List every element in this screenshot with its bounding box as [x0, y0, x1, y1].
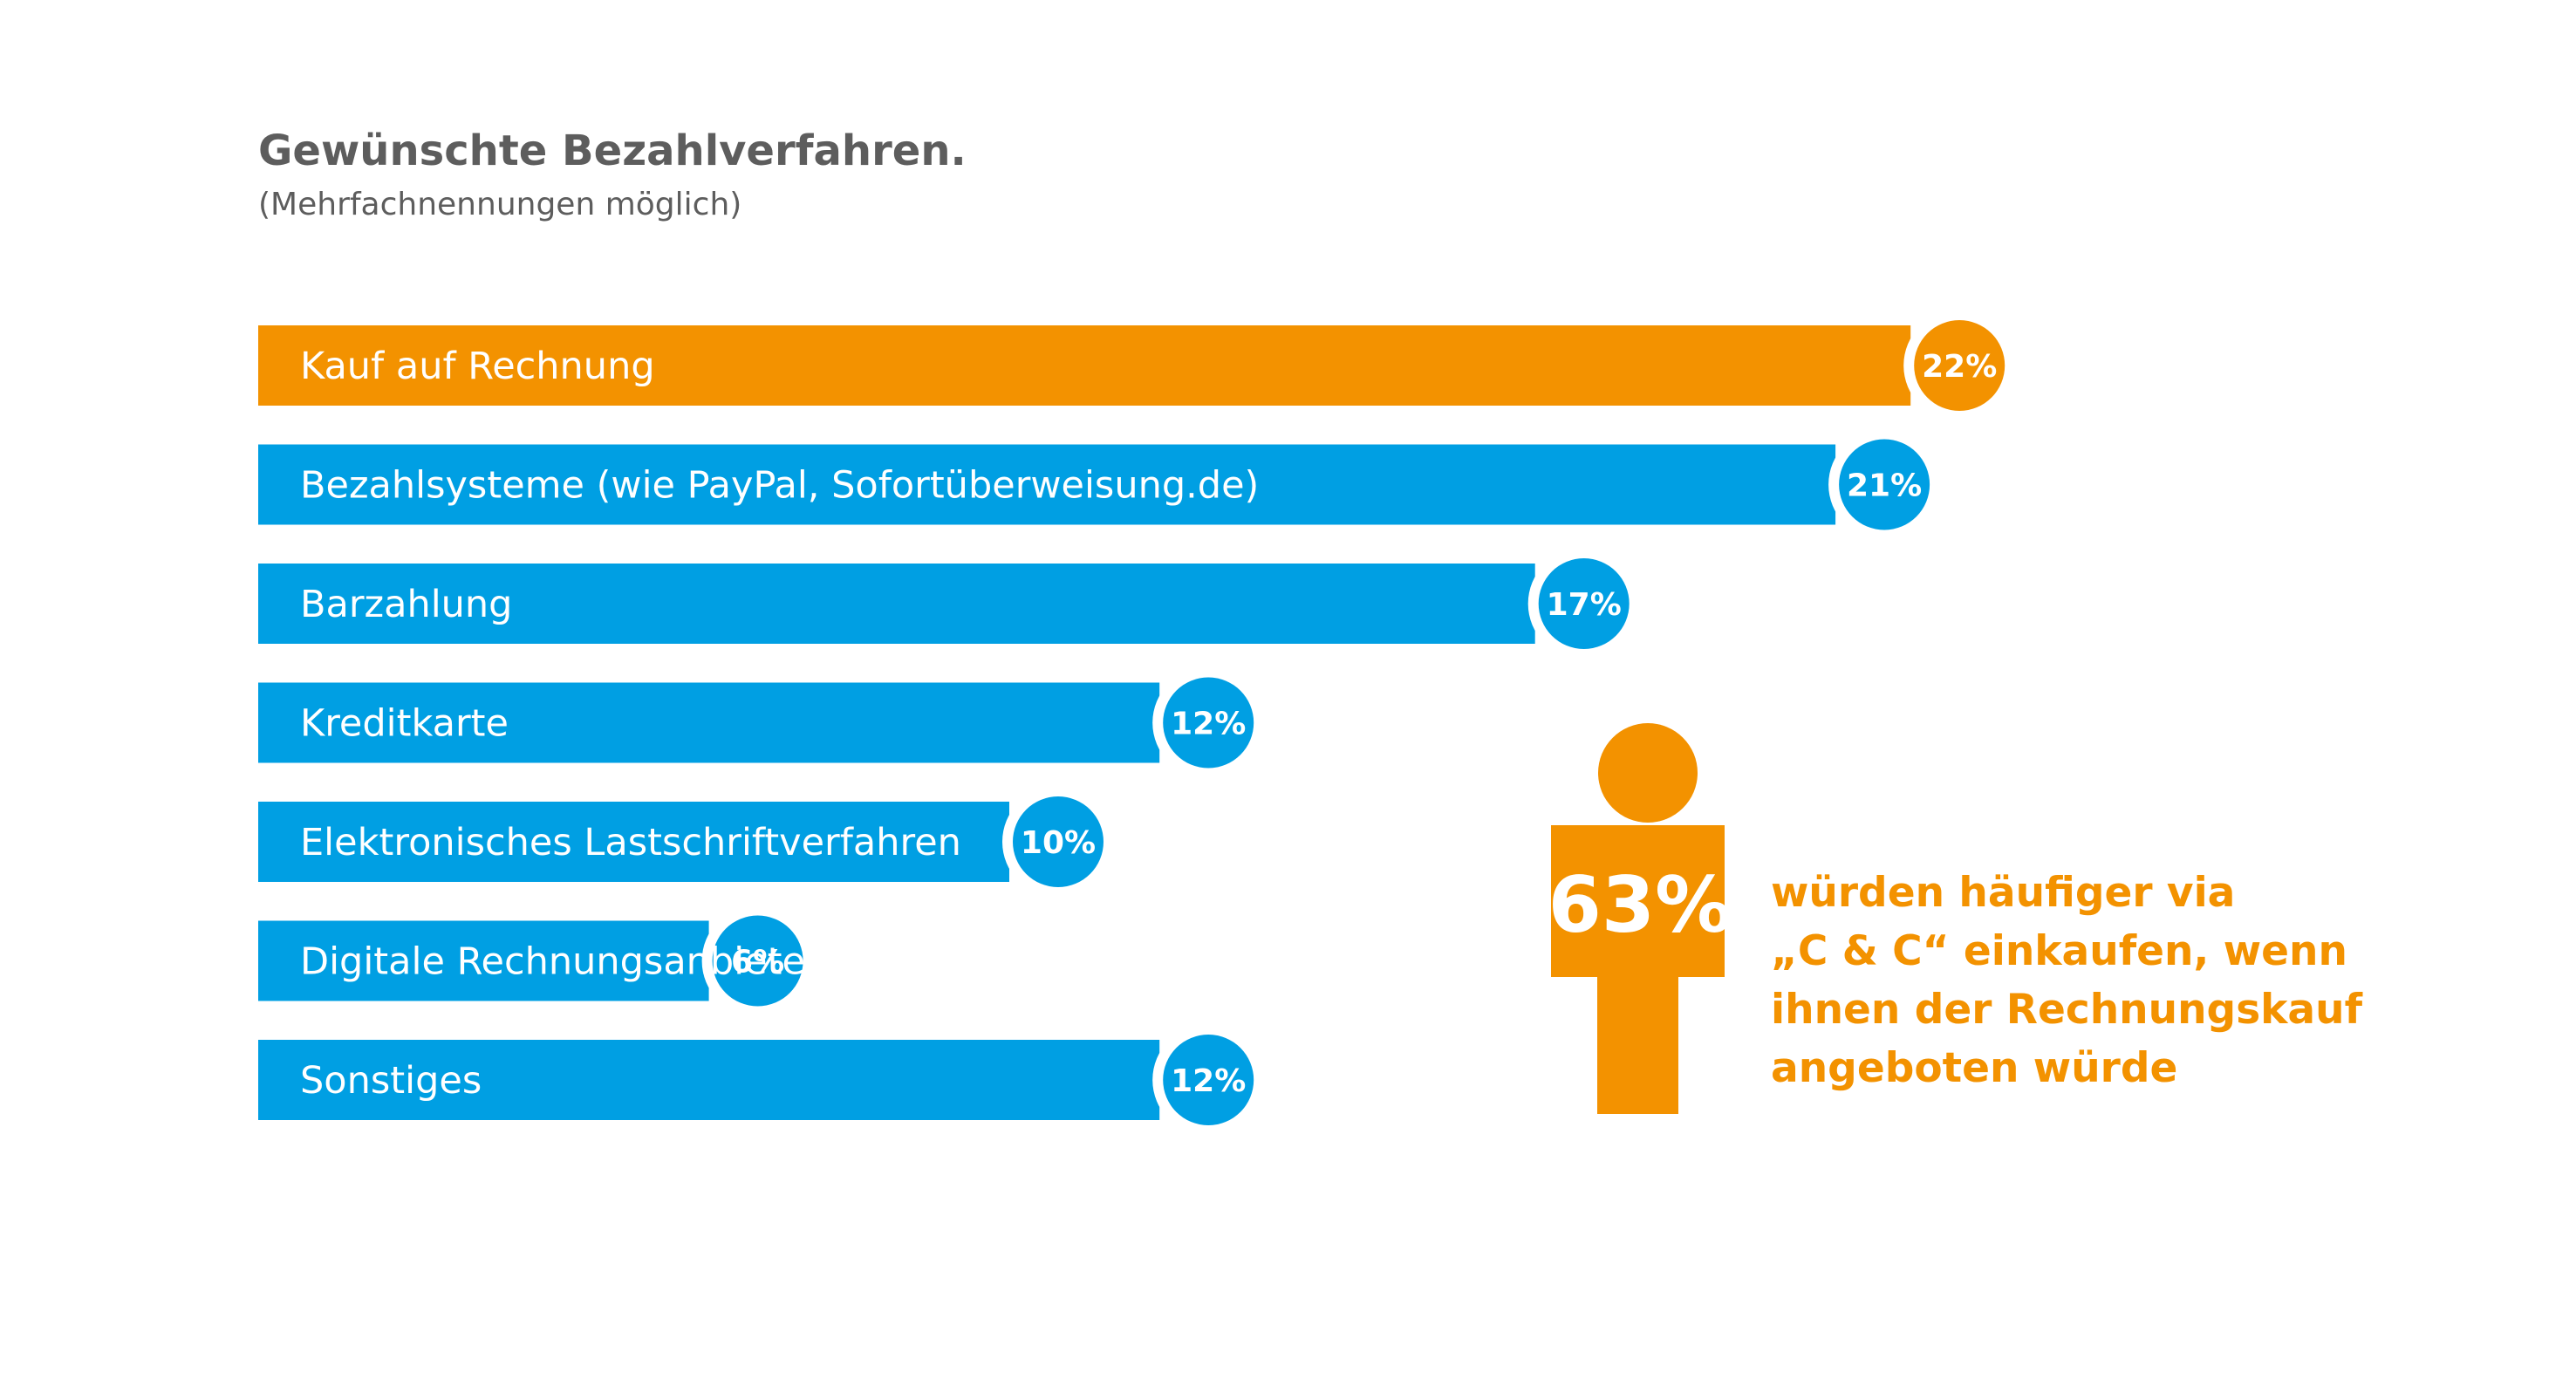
callout-line: angeboten würde — [1771, 1044, 2178, 1092]
bar — [258, 920, 709, 1001]
value-badge — [1914, 320, 2005, 411]
value-label: 12% — [1171, 1063, 1246, 1099]
bar — [258, 1040, 1160, 1120]
person-head — [1598, 723, 1698, 823]
bar-group: Kauf auf Rechnung 22% Bezahlsysteme (wie P… — [258, 310, 2016, 1136]
callout-line: „C & C“ einkaufen, wenn — [1771, 927, 2347, 975]
value-label: 6% — [731, 945, 784, 980]
callout-line: ihnen der Rechnungskauf — [1771, 986, 2363, 1034]
value-label: 12% — [1171, 707, 1246, 742]
bar-label: Bezahlsysteme (wie PayPal, Sofortüberwei… — [300, 464, 1259, 508]
value-label: 21% — [1847, 468, 1922, 504]
chart-title: Gewünschte Bezahlverfahren. — [258, 126, 967, 175]
callout-percent: 63% — [1548, 860, 1732, 950]
value-label: 10% — [1021, 825, 1096, 861]
callout-line: würden häufiger via — [1771, 869, 2236, 917]
value-badge — [1839, 439, 1930, 530]
callout-text: würden häufiger via „C & C“ einkaufen, w… — [1771, 864, 2381, 1097]
bar-label: Kauf auf Rechnung — [300, 345, 655, 388]
bar — [258, 802, 1009, 882]
value-badge — [712, 915, 803, 1007]
person-legs — [1597, 976, 1678, 1114]
bar — [258, 444, 1836, 525]
chart-subtitle: (Mehrfachnennungen möglich) — [258, 187, 742, 222]
value-badge — [1013, 796, 1104, 887]
value-badge — [1163, 1035, 1254, 1125]
bar-label: Sonstiges — [300, 1059, 482, 1103]
bar — [258, 325, 1911, 406]
bar-label: Barzahlung — [300, 583, 512, 626]
person-icon: 63% — [1548, 723, 1732, 1114]
bar-label: Kreditkarte — [300, 702, 509, 746]
bar — [258, 682, 1160, 763]
bar — [258, 564, 1535, 644]
value-label: 17% — [1547, 587, 1622, 623]
bar-label: Digitale Rechnungsanbieter — [300, 940, 821, 984]
value-badge — [1538, 558, 1630, 649]
bar-label: Elektronisches Lastschriftverfahren — [300, 821, 961, 864]
person-torso — [1551, 825, 1725, 977]
value-badge — [1163, 677, 1254, 769]
value-label: 22% — [1922, 349, 1997, 385]
